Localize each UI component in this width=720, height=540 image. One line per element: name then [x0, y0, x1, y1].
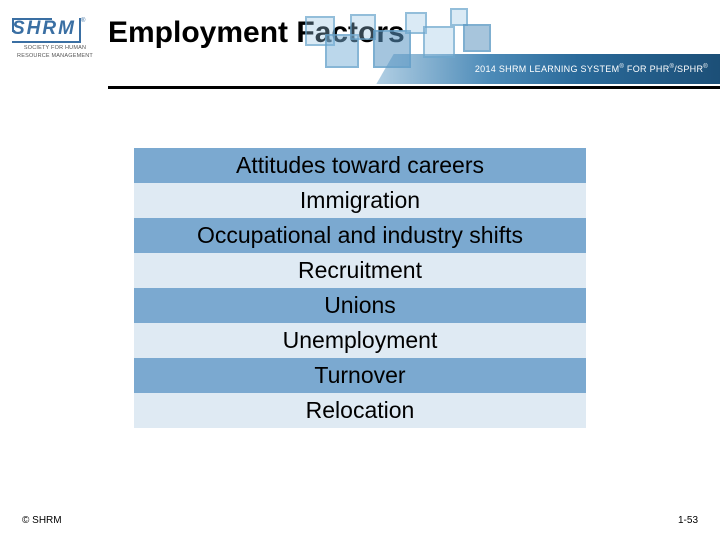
table-row: Recruitment [134, 253, 586, 288]
table-row: Unions [134, 288, 586, 323]
table-row: Unemployment [134, 323, 586, 358]
slide-header: SHRM® SOCIETY FOR HUMAN RESOURCE MANAGEM… [0, 0, 720, 86]
factors-table: Attitudes toward careers Immigration Occ… [134, 148, 586, 428]
table-row: Immigration [134, 183, 586, 218]
logo-subtitle-1: SOCIETY FOR HUMAN [12, 45, 98, 51]
logo-subtitle-2: RESOURCE MANAGEMENT [12, 53, 98, 59]
copyright: © SHRM [22, 515, 62, 526]
slide-footer: © SHRM 1-53 [0, 515, 720, 526]
banner-sphr: /SPHR [674, 64, 703, 74]
decorative-squares [295, 6, 515, 86]
table-row: Turnover [134, 358, 586, 393]
banner-prefix: 2014 SHRM LEARNING SYSTEM [475, 64, 620, 74]
header-divider [108, 86, 720, 89]
content-area: Attitudes toward careers Immigration Occ… [0, 148, 720, 428]
table-row: Relocation [134, 393, 586, 428]
brand-banner: 2014 SHRM LEARNING SYSTEM® FOR PHR®/SPHR… [365, 54, 720, 84]
table-row: Occupational and industry shifts [134, 218, 586, 253]
banner-for-phr: FOR PHR [624, 64, 669, 74]
logo-registered: ® [81, 18, 85, 24]
banner-reg-3: ® [703, 64, 708, 70]
shrm-logo: SHRM® SOCIETY FOR HUMAN RESOURCE MANAGEM… [12, 18, 98, 59]
page-number: 1-53 [678, 515, 698, 526]
banner-text: 2014 SHRM LEARNING SYSTEM® FOR PHR®/SPHR… [475, 64, 708, 74]
logo-text: SHRM [12, 18, 81, 43]
table-row: Attitudes toward careers [134, 148, 586, 183]
